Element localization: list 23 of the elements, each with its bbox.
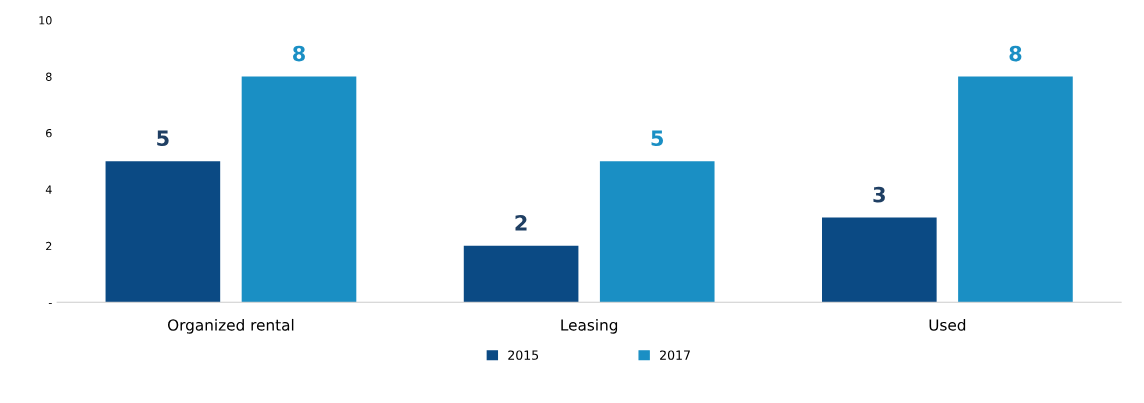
legend-label: 2015 bbox=[508, 350, 539, 360]
bar bbox=[105, 161, 221, 303]
legend-label: 2017 bbox=[660, 350, 690, 360]
y-tick-label: 6 bbox=[46, 128, 52, 138]
bar bbox=[958, 76, 1073, 303]
bar bbox=[463, 245, 579, 303]
data-label: 2 bbox=[515, 214, 527, 231]
data-label: 5 bbox=[651, 130, 664, 147]
x-tick-label: Used bbox=[929, 318, 966, 331]
x-tick-label: Organized rental bbox=[167, 318, 294, 334]
data-label: 8 bbox=[1009, 45, 1022, 62]
y-tick-label: 8 bbox=[46, 72, 52, 81]
data-label: 3 bbox=[873, 186, 885, 203]
data-label: 8 bbox=[293, 45, 305, 62]
data-label: 5 bbox=[157, 130, 169, 147]
bar bbox=[599, 161, 715, 303]
y-tick-label: 4 bbox=[45, 185, 52, 194]
y-tick-label: 10 bbox=[39, 16, 52, 25]
bar bbox=[241, 76, 357, 303]
y-tick-label: 2 bbox=[46, 241, 52, 251]
bar bbox=[822, 217, 937, 303]
y-tick-label: - bbox=[48, 302, 52, 304]
x-tick-label: Leasing bbox=[561, 318, 618, 334]
